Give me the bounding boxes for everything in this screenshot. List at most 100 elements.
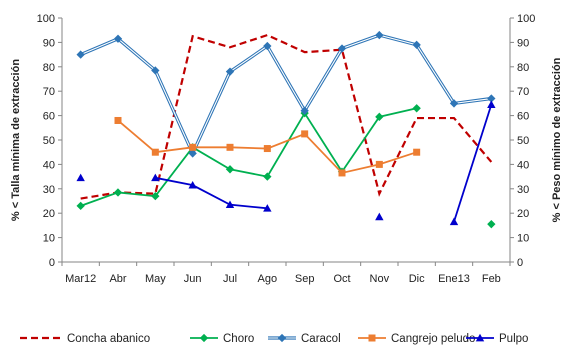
data-point-cangrejo-peludo: [263, 145, 271, 153]
data-point-caracol: [449, 99, 459, 108]
legend-item-caracol: Caracol: [268, 333, 341, 345]
series-line-concha-abanico: [80, 33, 493, 200]
data-point-pulpo: [76, 173, 85, 182]
y-axis-title-left: % < Talla mínima de extracción: [10, 59, 22, 221]
data-point-pulpo: [188, 180, 197, 189]
data-point-pulpo: [225, 200, 235, 209]
y-tick-label-right: 100: [517, 13, 535, 25]
y-tick-label-right: 20: [517, 208, 529, 220]
series-line-pulpo: [155, 176, 268, 210]
x-tick-label: Sep: [295, 273, 315, 285]
y-tick-label-left: 20: [43, 208, 55, 220]
data-point-choro: [375, 112, 384, 121]
x-tick-label: Abr: [109, 273, 126, 285]
legend-item-concha-abanico: Concha abanico: [20, 333, 150, 345]
legend-marker-pulpo: [475, 333, 485, 342]
series-pulpo: [76, 100, 496, 226]
data-point-caracol: [412, 40, 421, 50]
data-point-pulpo: [487, 100, 496, 108]
y-tick-label-left: 90: [43, 37, 55, 49]
legend-item-choro: Choro: [190, 333, 254, 345]
y-tick-label-right: 40: [517, 159, 529, 171]
legend-item-cangrejo-peludo: Cangrejo peludo: [358, 333, 475, 345]
legend-label-concha-abanico: Concha abanico: [67, 333, 150, 345]
data-point-pulpo: [263, 204, 272, 212]
data-point-pulpo: [449, 217, 459, 226]
x-tick-label: Jun: [184, 273, 202, 285]
series-layer: [76, 30, 496, 229]
y-axis-title-right: % < Peso mínimo de extracción: [551, 57, 563, 222]
data-point-caracol: [188, 149, 197, 158]
legend-marker-choro: [199, 333, 209, 343]
data-point-cangrejo-peludo: [338, 169, 346, 177]
series-line-pulpo: [453, 104, 493, 223]
data-point-caracol: [113, 34, 123, 43]
data-point-caracol: [337, 44, 347, 53]
series-choro: [76, 104, 496, 229]
data-point-cangrejo-peludo: [151, 148, 159, 156]
y-tick-label-left: 40: [43, 159, 55, 171]
data-point-choro: [151, 191, 160, 201]
data-point-choro: [487, 220, 496, 229]
data-point-cangrejo-peludo: [114, 116, 122, 124]
legend-marker-caracol: [277, 333, 287, 343]
data-point-caracol: [225, 67, 235, 76]
x-tick-label: Feb: [482, 273, 501, 285]
data-point-choro: [76, 201, 85, 211]
series-line-caracol-inner: [80, 34, 492, 155]
data-point-cangrejo-peludo: [226, 143, 234, 151]
x-tick-label: Mar12: [65, 273, 96, 285]
y-tick-label-left: 50: [43, 135, 55, 147]
y-tick-label-right: 70: [517, 86, 529, 98]
legend-label-pulpo: Pulpo: [499, 333, 528, 345]
legend-marker-cangrejo-peludo: [368, 334, 376, 342]
data-point-cangrejo-peludo: [413, 148, 421, 156]
legend-label-caracol: Caracol: [301, 333, 341, 345]
legend: Concha abanico Choro Caracol Cangrejo pelud…: [20, 333, 528, 345]
data-point-cangrejo-peludo: [375, 160, 383, 168]
y-tick-label-right: 90: [517, 37, 529, 49]
data-point-caracol: [151, 66, 160, 75]
axes-layer: 0 0 10 10 20 20 30 30 40 40 50 50 60 60 70 70 80 80 90 90 10…: [37, 13, 536, 285]
y-tick-label-left: 10: [43, 233, 55, 245]
y-tick-label-right: 50: [517, 135, 529, 147]
x-tick-label: May: [145, 273, 166, 285]
y-tick-label-left: 30: [43, 184, 55, 196]
data-point-choro: [412, 104, 421, 113]
y-tick-label-right: 80: [517, 62, 529, 74]
y-tick-label-left: 70: [43, 86, 55, 98]
legend-label-cangrejo-peludo: Cangrejo peludo: [391, 333, 475, 345]
y-tick-label-left: 60: [43, 111, 55, 123]
series-concha-abanico: [80, 33, 493, 200]
x-tick-label: Dic: [409, 273, 425, 285]
data-point-pulpo: [151, 173, 160, 182]
y-tick-label-left: 80: [43, 62, 55, 74]
x-tick-label: Ene13: [438, 273, 470, 285]
y-tick-label-left: 0: [49, 257, 55, 269]
data-point-cangrejo-peludo: [189, 143, 197, 151]
data-point-caracol: [375, 30, 384, 40]
data-point-choro: [225, 165, 235, 174]
series-line-choro: [80, 107, 417, 207]
data-point-pulpo: [375, 212, 384, 221]
x-tick-label: Jul: [223, 273, 237, 285]
x-tick-label: Ago: [258, 273, 278, 285]
data-point-caracol: [263, 41, 272, 51]
x-tick-label: Oct: [333, 273, 350, 285]
legend-label-choro: Choro: [223, 333, 254, 345]
data-point-caracol: [76, 50, 85, 59]
y-tick-label-right: 60: [517, 111, 529, 123]
series-line-caracol: [80, 33, 492, 158]
series-caracol: [76, 30, 496, 158]
data-point-choro: [263, 172, 272, 181]
y-tick-label-right: 10: [517, 233, 529, 245]
series-cangrejo-peludo: [114, 116, 421, 177]
y-tick-label-right: 0: [517, 257, 523, 269]
data-point-choro: [113, 188, 123, 197]
data-point-caracol: [300, 106, 309, 115]
x-tick-label: Nov: [370, 273, 390, 285]
data-point-cangrejo-peludo: [301, 130, 309, 138]
legend-item-pulpo: Pulpo: [466, 333, 528, 345]
